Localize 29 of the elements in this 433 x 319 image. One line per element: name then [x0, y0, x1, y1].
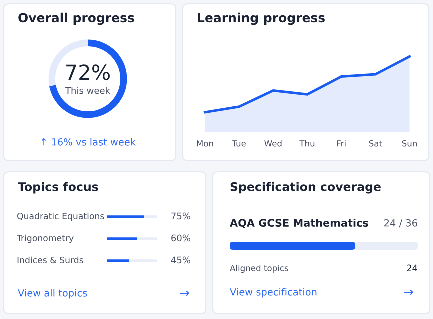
- x-tick-label: Fri: [337, 140, 346, 147]
- data-label: 72%: [66, 64, 110, 80]
- data-label: 45%: [171, 256, 190, 264]
- x-tick-label: Sat: [369, 140, 382, 147]
- x-tick-label: Sun: [402, 140, 417, 147]
- x-tick-label: Wed: [264, 140, 282, 147]
- text: 24 / 36: [384, 219, 418, 228]
- text: View all topics: [18, 289, 88, 299]
- text: View specification: [230, 288, 317, 298]
- text: Aligned topics: [230, 264, 288, 274]
- text: This week: [65, 87, 110, 94]
- chart-title: Learning progress: [198, 12, 325, 26]
- chart-title: Topics focus: [18, 182, 98, 194]
- data-label: 75%: [172, 212, 190, 220]
- category-label: Indices & Surds: [18, 256, 84, 264]
- category-label: Trigonometry: [16, 234, 74, 244]
- chart-title: Overall progress: [18, 12, 134, 26]
- donut-slice: [49, 40, 128, 118]
- x-tick-label: Mon: [197, 140, 214, 147]
- x-tick-label: Tue: [232, 140, 246, 147]
- text: AQA GCSE Mathematics: [230, 218, 368, 228]
- category-label: Quadratic Equations: [17, 212, 104, 222]
- x-tick-label: Thu: [300, 140, 315, 147]
- text: →: [404, 290, 414, 296]
- text: 24: [407, 264, 418, 272]
- text: Specification coverage: [230, 182, 381, 194]
- text: →: [180, 290, 190, 296]
- data-label: 60%: [172, 234, 190, 242]
- text: ↑ 16% vs last week: [42, 138, 136, 146]
